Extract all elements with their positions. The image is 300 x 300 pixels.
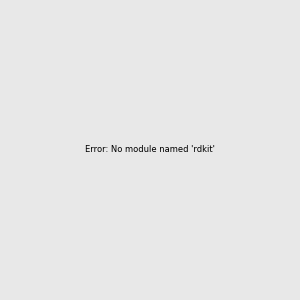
Text: Error: No module named 'rdkit': Error: No module named 'rdkit' <box>85 146 215 154</box>
